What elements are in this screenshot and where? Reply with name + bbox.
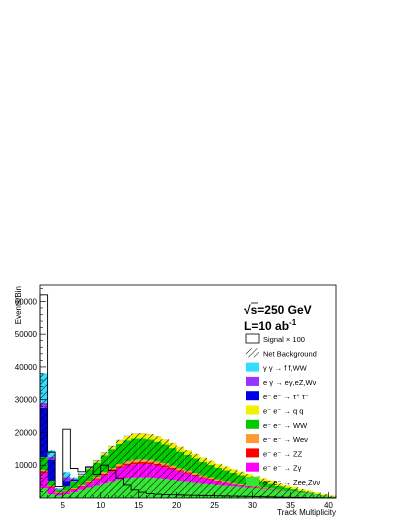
net-background-bar — [298, 489, 306, 498]
net-background-bar — [63, 472, 71, 498]
net-background-bar — [86, 467, 94, 498]
net-background-bar — [116, 440, 124, 498]
net-background-bar — [199, 458, 207, 498]
net-background-bar — [40, 373, 48, 498]
legend-swatch — [246, 391, 259, 400]
x-axis-label: Track Multiplicity — [277, 508, 336, 517]
y-tick-label: 50000 — [15, 330, 38, 339]
energy-luminosity-annotation: √s=250 GeV L=10 ab-1 — [244, 303, 312, 333]
net-background-bar — [78, 473, 86, 498]
legend-label: e⁻ e⁻ → ZZ — [263, 449, 303, 458]
net-background-bar — [101, 452, 109, 498]
y-tick-label: 10000 — [15, 461, 38, 470]
net-background-bar — [146, 434, 154, 498]
x-tick-label: 25 — [210, 501, 219, 510]
net-background-bar — [283, 485, 291, 498]
legend-swatch-net-background — [246, 348, 259, 357]
net-background-bar — [237, 472, 245, 498]
legend-swatch — [246, 463, 259, 472]
legend-label: e⁻ e⁻ → τ⁺ τ⁻ — [263, 392, 309, 401]
net-background-bar — [131, 433, 139, 498]
legend-label: e⁻ e⁻ → Zγ — [263, 464, 302, 473]
energy-label: s=250 GeV — [251, 303, 312, 317]
legend-swatch — [246, 448, 259, 457]
net-background-bar — [169, 443, 177, 498]
x-tick-label: 5 — [61, 501, 66, 510]
y-tick-label: 20000 — [15, 428, 38, 437]
net-background-bar — [177, 447, 185, 498]
legend-swatch — [246, 363, 259, 372]
x-tick-label: 10 — [96, 501, 105, 510]
y-tick-label: 40000 — [15, 363, 38, 372]
legend-label: e⁻ e⁻ → q q — [263, 407, 303, 416]
legend-label: Net Background — [263, 349, 317, 358]
net-background-bar — [184, 450, 192, 498]
svg-text:L=10 ab-1: L=10 ab-1 — [244, 318, 297, 333]
legend-label: γ γ → f f,WW — [263, 364, 308, 373]
x-tick-label: 15 — [134, 501, 143, 510]
legend-label: e⁻ e⁻ → WW — [263, 421, 308, 430]
legend-swatch — [246, 377, 259, 386]
legend-swatch — [246, 406, 259, 415]
legend-label: e γ → eγ,eZ,Wν — [263, 378, 317, 387]
legend-label: e⁻ e⁻ → Weν — [263, 435, 308, 444]
net-background-bar — [48, 450, 56, 498]
x-tick-label: 20 — [172, 501, 181, 510]
legend-swatch — [246, 477, 259, 486]
net-background-bar — [306, 491, 314, 498]
net-background-bar — [230, 469, 238, 498]
net-background-bar — [70, 478, 78, 498]
net-background-bar — [222, 467, 230, 498]
net-background-bar — [215, 464, 223, 498]
svg-text:√s=250 GeV: √s=250 GeV — [244, 303, 312, 317]
legend-label: Signal × 100 — [263, 335, 305, 344]
net-background-bar — [290, 487, 298, 498]
legend-swatch-signal — [246, 334, 259, 343]
y-tick-label: 30000 — [15, 396, 38, 405]
luminosity-label: L=10 ab — [244, 319, 289, 333]
legend-label: e⁻ e⁻ → Zee,Zνν — [263, 478, 320, 487]
net-background-bar — [123, 436, 131, 498]
net-background-bar — [139, 433, 147, 498]
net-background-bar — [108, 446, 116, 498]
legend-swatch — [246, 434, 259, 443]
net-background-bar — [161, 439, 169, 498]
net-background-bar — [93, 460, 101, 498]
net-background-bar — [154, 436, 162, 498]
net-background-bar — [192, 454, 200, 498]
legend-swatch — [246, 420, 259, 429]
net-background-bar — [207, 461, 215, 498]
luminosity-exponent: -1 — [289, 318, 297, 327]
x-tick-label: 30 — [248, 501, 257, 510]
y-axis-label: Events/Bin — [14, 286, 23, 324]
net-background-bar — [313, 492, 321, 498]
net-background-bar — [55, 488, 63, 498]
legend: Signal × 100 Net Background γ γ → f f,WW e … — [246, 334, 320, 487]
